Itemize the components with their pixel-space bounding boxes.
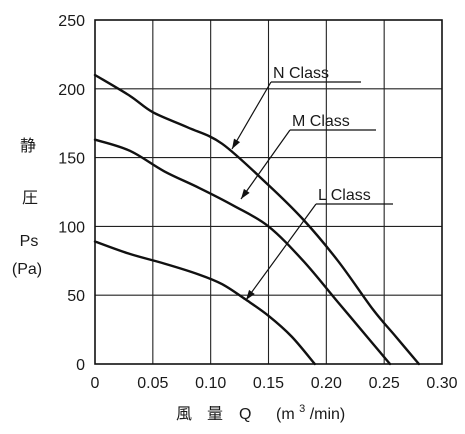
y-tick-label: 250 (58, 13, 85, 30)
series-label: L Class (318, 187, 371, 204)
series-leader-arrowhead (246, 289, 255, 300)
x-tick-label: 0 (91, 375, 100, 392)
x-tick-label: 0.05 (137, 375, 168, 392)
y-tick-label: 50 (67, 288, 85, 305)
series-leader-arrowhead (232, 138, 241, 149)
x-tick-label: 0.25 (369, 375, 400, 392)
x-label-unit-post: /min) (310, 406, 346, 423)
series-leaders: N Class M Class L Class (231, 65, 393, 301)
x-tick-label: 0.10 (195, 375, 226, 392)
x-tick-label: 0.20 (311, 375, 342, 392)
series-leader-line (240, 129, 291, 200)
x-tick-labels: 0 0.05 0.10 0.15 0.20 0.25 0.30 (91, 375, 458, 392)
series-leader-line (245, 203, 317, 301)
y-label-line: (Pa) (12, 261, 42, 278)
y-tick-label: 150 (58, 151, 85, 168)
x-label-unit-pre: (m (276, 406, 295, 423)
x-label-cjk2: 量 (207, 406, 223, 423)
x-label-unit-sup: 3 (299, 403, 305, 415)
x-tick-label: 0.15 (253, 375, 284, 392)
series-label: N Class (273, 65, 329, 82)
series-leader-line (231, 81, 272, 150)
series-line (93, 138, 392, 366)
x-tick-label: 0.30 (426, 375, 457, 392)
y-axis-label: 静圧 Ps (Pa) (12, 137, 42, 278)
series-line (93, 240, 316, 366)
series-line (93, 73, 421, 366)
x-label-cjk1: 風 (176, 406, 192, 423)
y-label-line: 静 (20, 137, 36, 155)
grid (95, 20, 442, 364)
y-label-line: 圧 (22, 190, 38, 207)
x-label-symbol: Q (239, 406, 251, 423)
y-tick-labels: 0 50 100 150 200 250 (58, 13, 85, 374)
series-lines (93, 73, 421, 366)
series-leader-arrowhead (241, 188, 250, 199)
x-axis-label: 風 量 Q (m 3 /min) (176, 399, 345, 423)
y-tick-label: 200 (58, 82, 85, 99)
y-label-line: Ps (20, 233, 39, 250)
plot-frame (94, 19, 443, 365)
y-tick-label: 100 (58, 219, 85, 236)
y-tick-label: 0 (76, 357, 85, 374)
series-label: M Class (292, 113, 350, 130)
